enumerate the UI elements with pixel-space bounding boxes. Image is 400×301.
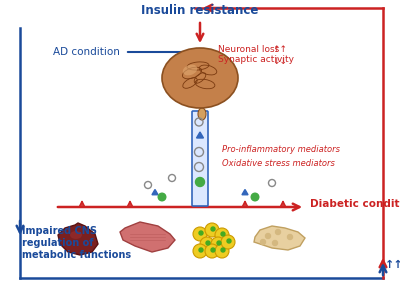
Polygon shape (196, 132, 204, 138)
Ellipse shape (183, 65, 197, 75)
Circle shape (206, 241, 210, 245)
Circle shape (211, 237, 225, 251)
Text: ↑↑: ↑↑ (272, 45, 287, 54)
Circle shape (217, 241, 221, 245)
Text: Insulin resistance: Insulin resistance (141, 4, 259, 17)
Text: Synaptic activity: Synaptic activity (218, 55, 294, 64)
Circle shape (227, 239, 231, 243)
Text: Neuronal loss: Neuronal loss (218, 45, 279, 54)
Circle shape (200, 237, 214, 251)
Circle shape (272, 240, 278, 246)
Text: Pro-inflammatory mediators: Pro-inflammatory mediators (222, 145, 340, 154)
Text: AD condition: AD condition (53, 47, 120, 57)
Circle shape (211, 227, 215, 231)
Text: Diabetic condition: Diabetic condition (310, 199, 400, 209)
Circle shape (196, 178, 204, 187)
Circle shape (199, 248, 203, 252)
Circle shape (215, 244, 229, 258)
Circle shape (260, 240, 266, 244)
Circle shape (266, 234, 270, 238)
Circle shape (276, 229, 280, 234)
Ellipse shape (162, 48, 238, 108)
Polygon shape (58, 223, 98, 255)
Polygon shape (152, 190, 158, 195)
Circle shape (215, 228, 229, 242)
Circle shape (193, 244, 207, 258)
Ellipse shape (70, 231, 82, 239)
Text: ↑↑: ↑↑ (385, 260, 400, 270)
Circle shape (221, 248, 225, 252)
Polygon shape (254, 226, 305, 250)
Circle shape (205, 244, 219, 258)
Circle shape (205, 223, 219, 237)
Polygon shape (120, 222, 175, 252)
Text: Impaired CNS
regulation of
metabolic functions: Impaired CNS regulation of metabolic fun… (22, 226, 131, 260)
Ellipse shape (198, 108, 206, 120)
Circle shape (193, 227, 207, 241)
Text: Oxidative stress mediators: Oxidative stress mediators (222, 159, 335, 167)
Circle shape (158, 193, 166, 201)
Circle shape (221, 235, 235, 249)
Circle shape (221, 232, 225, 236)
FancyBboxPatch shape (192, 111, 208, 206)
Text: ↓↓: ↓↓ (272, 57, 287, 66)
Polygon shape (242, 190, 248, 195)
Circle shape (251, 193, 259, 201)
Circle shape (199, 231, 203, 235)
Circle shape (288, 234, 292, 240)
Circle shape (211, 248, 215, 252)
